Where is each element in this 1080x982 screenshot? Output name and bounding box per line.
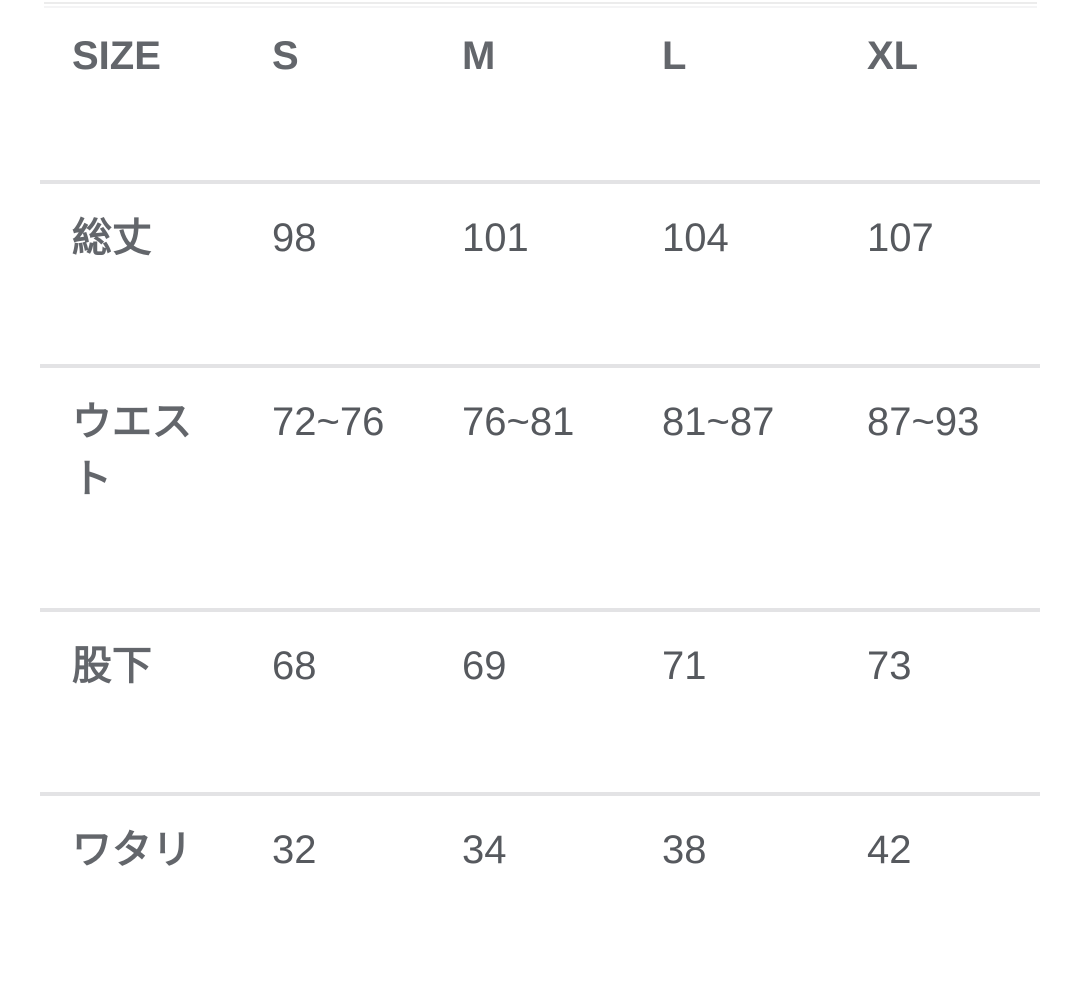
cell-total-length-l: 104: [630, 180, 835, 366]
cell-inseam-s: 68: [240, 608, 430, 794]
column-header-s: S: [272, 34, 299, 78]
top-partial-divider: [44, 2, 1037, 4]
cell-total-length-m: 101: [430, 180, 630, 366]
column-header-size: SIZE: [72, 34, 161, 78]
row-label-total-length: 総丈: [40, 180, 240, 366]
cell-inseam-l: 71: [630, 608, 835, 794]
cell-thigh-width-l: 38: [630, 792, 835, 982]
cell-total-length-s: 98: [240, 180, 430, 366]
column-header-m: M: [462, 34, 496, 78]
table-row-thigh-width: ワタリ 32 34 38 42: [40, 792, 1040, 982]
cell-thigh-width-m: 34: [430, 792, 630, 982]
cell-inseam-m: 69: [430, 608, 630, 794]
table-row-waist: ウエスト 72~76 76~81 81~87 87~93: [40, 364, 1040, 610]
cell-waist-m: 76~81: [430, 364, 630, 610]
cell-thigh-width-s: 32: [240, 792, 430, 982]
table-row-inseam: 股下 68 69 71 73: [40, 608, 1040, 794]
cell-thigh-width-xl: 42: [835, 792, 1040, 982]
column-header-xl: XL: [867, 34, 919, 78]
column-header-l: L: [662, 34, 687, 78]
row-label-inseam: 股下: [40, 608, 240, 794]
table-row-total-length: 総丈 98 101 104 107: [40, 180, 1040, 366]
cell-waist-l: 81~87: [630, 364, 835, 610]
row-label-waist: ウエスト: [40, 364, 240, 610]
cell-waist-s: 72~76: [240, 364, 430, 610]
cell-total-length-xl: 107: [835, 180, 1040, 366]
header-row: SIZE S M L XL: [40, 0, 1040, 182]
size-spec-table: SIZE S M L XL 総丈 98 101 104 107 ウエスト 72~…: [40, 0, 1040, 982]
row-label-thigh-width: ワタリ: [40, 792, 240, 982]
top-partial-divider-faint: [44, 6, 1037, 8]
cell-inseam-xl: 73: [835, 608, 1040, 794]
cell-waist-xl: 87~93: [835, 364, 1040, 610]
